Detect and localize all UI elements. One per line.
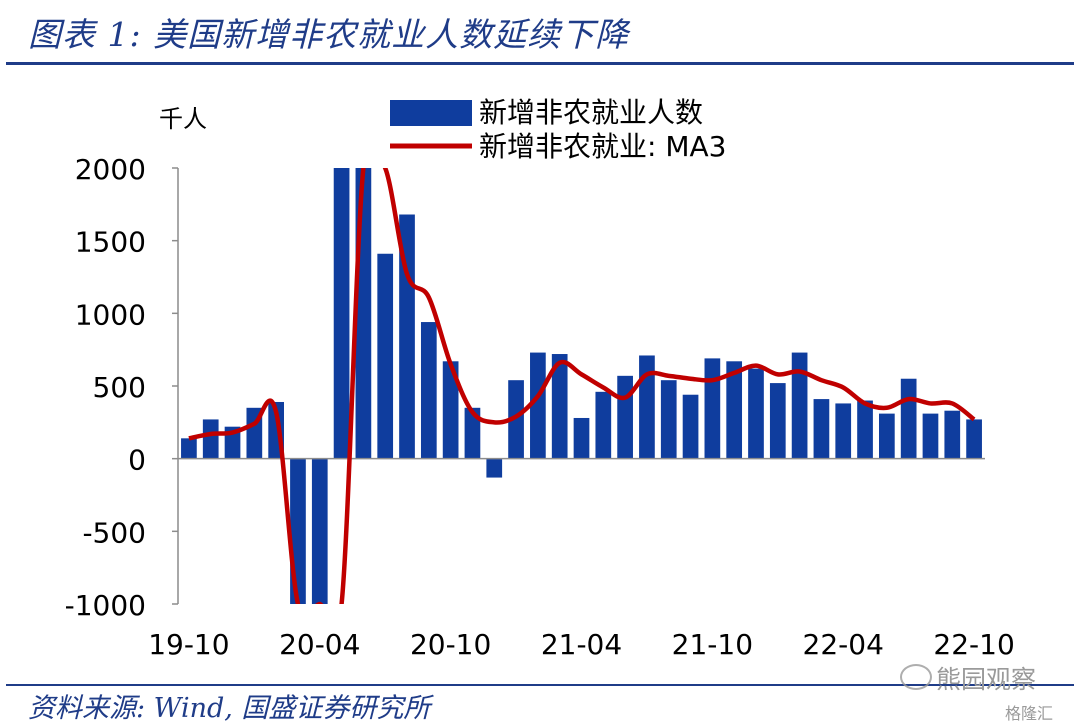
x-tick-label: 22-10 [933,628,1014,661]
wechat-icon [900,664,932,690]
y-tick-label: 0 [128,444,146,477]
bar [769,383,786,459]
bar [311,458,328,604]
y-unit-label: 千人 [159,105,207,133]
bar [857,400,873,459]
bar [377,253,394,459]
bar [551,354,568,459]
source-note: 资料来源: Wind, 国盛证券研究所 [28,693,431,724]
title-rule [6,62,1074,65]
bar [617,375,633,459]
bar [660,380,677,459]
bar [486,458,503,478]
bar [878,413,895,459]
bar [791,352,808,459]
bar [595,391,612,459]
legend-swatch-bar [390,100,472,126]
x-tick-label: 21-10 [672,628,753,661]
bar [442,361,459,459]
y-tick-label: 1000 [75,298,146,331]
bar [966,419,982,459]
y-tick-label: 500 [93,371,146,404]
bar [835,403,852,459]
y-tick-label: 1500 [75,226,146,259]
y-tick-label: 2000 [75,153,146,186]
bar [704,358,721,459]
bar [726,361,743,459]
chart-canvas: 千人 -1000 -500 0 500 1000 1500 2000 19-10 20-04 20-… [65,96,1015,661]
bar [639,355,655,459]
y-tick-label: -1000 [65,589,146,622]
bar [355,168,372,459]
x-tick-label: 20-04 [279,628,360,661]
y-tick-label: -500 [82,516,146,549]
bar [399,214,415,459]
watermark-sub: 格隆汇 [1005,704,1054,723]
x-tick-label: 21-04 [541,628,622,661]
bar [333,168,350,459]
x-tick-label: 20-10 [410,628,491,661]
bar [944,410,961,459]
ma3-line [188,168,976,604]
bar [420,322,437,459]
x-tick-label: 19-10 [148,628,229,661]
bar [813,399,830,459]
legend-label-bar: 新增非农就业人数 [479,96,703,129]
chart-title: 图表 1: 美国新增非农就业人数延续下降 [28,15,630,54]
bar [573,417,590,459]
bar [922,413,939,459]
bar [181,438,197,459]
bar [530,352,546,459]
watermark-text: 熊园观察 [936,665,1037,694]
bar [202,419,219,459]
bar [748,368,764,459]
legend-label-line: 新增非农就业: MA3 [479,130,726,163]
bar [464,407,481,459]
x-tick-label: 22-04 [803,628,884,661]
bar [682,394,699,459]
footer-rule [6,684,1074,686]
bar [508,380,524,459]
bar [900,378,917,459]
watermark: 熊园观察 格隆汇 [900,660,1070,723]
